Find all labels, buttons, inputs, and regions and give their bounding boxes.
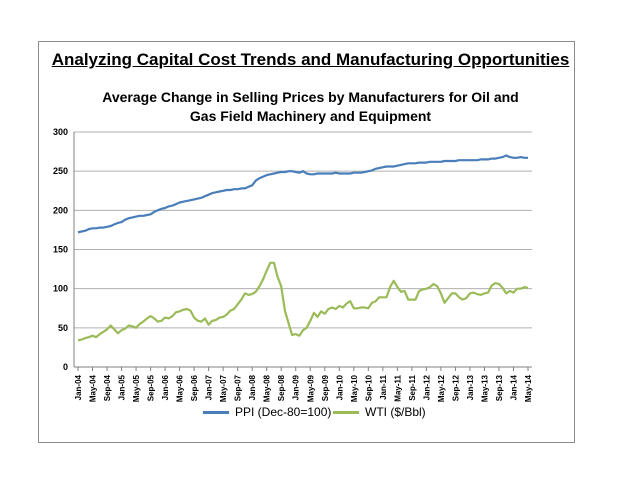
x-tick-label: Sep-11 (408, 374, 417, 400)
x-tick-label: Jan-07 (205, 374, 214, 400)
y-tick-label: 0 (63, 362, 68, 372)
x-tick-label: May-10 (350, 374, 359, 402)
series-line-wti (77, 261, 529, 342)
x-tick-label: May-12 (437, 374, 446, 402)
y-tick-label: 250 (53, 166, 68, 176)
x-tick-label: Jan-10 (335, 374, 344, 400)
y-tick-label: 50 (58, 323, 68, 333)
x-tick-label: Sep-13 (495, 374, 504, 401)
legend-swatch-wti (333, 410, 359, 414)
legend: PPI (Dec-80=100) WTI ($/Bbl) (0, 405, 621, 421)
legend-item-wti: WTI ($/Bbl) (333, 405, 426, 419)
chart-frame (38, 41, 575, 443)
x-tick-label: May-06 (176, 374, 185, 402)
x-tick-label: Jan-13 (466, 374, 475, 400)
x-tick-label: Sep-10 (364, 374, 373, 401)
x-tick-label: Sep-09 (321, 374, 330, 401)
x-tick-label: Jan-08 (248, 374, 257, 400)
x-tick-label: May-05 (132, 374, 141, 402)
legend-label-ppi: PPI (Dec-80=100) (235, 405, 332, 419)
page-title: Analyzing Capital Cost Trends and Manufa… (51, 50, 570, 69)
x-tick-label: Sep-05 (147, 374, 156, 401)
legend-label-wti: WTI ($/Bbl) (365, 405, 426, 419)
legend-item-ppi: PPI (Dec-80=100) (203, 405, 331, 419)
x-tick-label: Sep-06 (190, 374, 199, 401)
y-tick-label: 200 (53, 205, 68, 215)
x-tick-label: Jan-05 (118, 374, 127, 400)
y-tick-label: 100 (53, 284, 68, 294)
x-tick-label: May-13 (480, 374, 489, 402)
legend-swatch-ppi (203, 410, 229, 414)
x-tick-label: Jan-11 (379, 374, 388, 399)
x-tick-label: May-08 (263, 374, 272, 402)
x-tick-label: May-09 (306, 374, 315, 402)
chart-subtitle-line-2: Gas Field Machinery and Equipment (189, 108, 432, 124)
x-tick-label: May-04 (89, 374, 98, 402)
y-tick-label: 150 (53, 245, 68, 255)
x-tick-label: May-07 (219, 374, 228, 402)
x-tick-label: Jan-14 (509, 374, 518, 400)
x-tick-label: Jan-09 (292, 374, 301, 400)
x-tick-label: Sep-04 (103, 374, 112, 401)
x-tick-label: Sep-12 (451, 374, 460, 401)
x-tick-label: Sep-08 (277, 374, 286, 401)
x-tick-label: Sep-07 (234, 374, 243, 401)
series-line-ppi (77, 154, 528, 234)
x-tick-label: Jan-06 (161, 374, 170, 400)
y-tick-label: 300 (53, 127, 68, 137)
x-tick-label: May-14 (524, 374, 533, 402)
x-tick-label: Jan-04 (74, 374, 83, 400)
chart-subtitle-line-1: Average Change in Selling Prices by Manu… (102, 89, 519, 105)
x-tick-label: May-11 (393, 374, 402, 401)
x-tick-label: Jan-12 (422, 374, 431, 400)
